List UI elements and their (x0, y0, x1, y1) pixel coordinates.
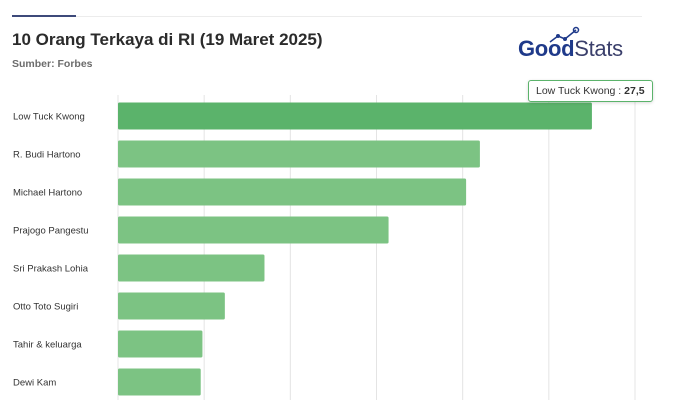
bar[interactable] (118, 330, 203, 358)
chart-source: Sumber: Forbes (12, 58, 93, 70)
bar[interactable] (118, 292, 225, 320)
tooltip-value: 27,5 (624, 85, 645, 97)
chart-title: 10 Orang Terkaya di RI (19 Maret 2025) (12, 30, 323, 49)
bar[interactable] (118, 254, 265, 282)
bar[interactable] (118, 178, 467, 206)
category-label: Michael Hartono (13, 188, 82, 199)
bar[interactable] (118, 140, 480, 168)
bar[interactable] (118, 102, 592, 130)
category-label: R. Budi Hartono (13, 150, 81, 161)
category-label: Otto Toto Sugiri (13, 302, 78, 313)
tooltip-label: Low Tuck Kwong : (536, 85, 625, 97)
logo-text-stats: Stats (574, 36, 623, 61)
chart-tooltip: Low Tuck Kwong : 27,5 (528, 80, 653, 102)
category-label: Dewi Kam (13, 378, 56, 389)
category-label: Prajogo Pangestu (13, 226, 89, 237)
bar[interactable] (118, 368, 201, 396)
goodstats-logo: GoodStats (518, 36, 623, 62)
top-divider (12, 16, 642, 17)
category-label: Low Tuck Kwong (13, 112, 85, 123)
top-accent-line (12, 15, 76, 17)
category-label: Sri Prakash Lohia (13, 264, 89, 275)
category-label: Tahir & keluarga (13, 340, 82, 351)
logo-text-good: Good (518, 36, 575, 61)
bar[interactable] (118, 216, 389, 244)
goodstats-logo-mark-icon (549, 26, 580, 43)
